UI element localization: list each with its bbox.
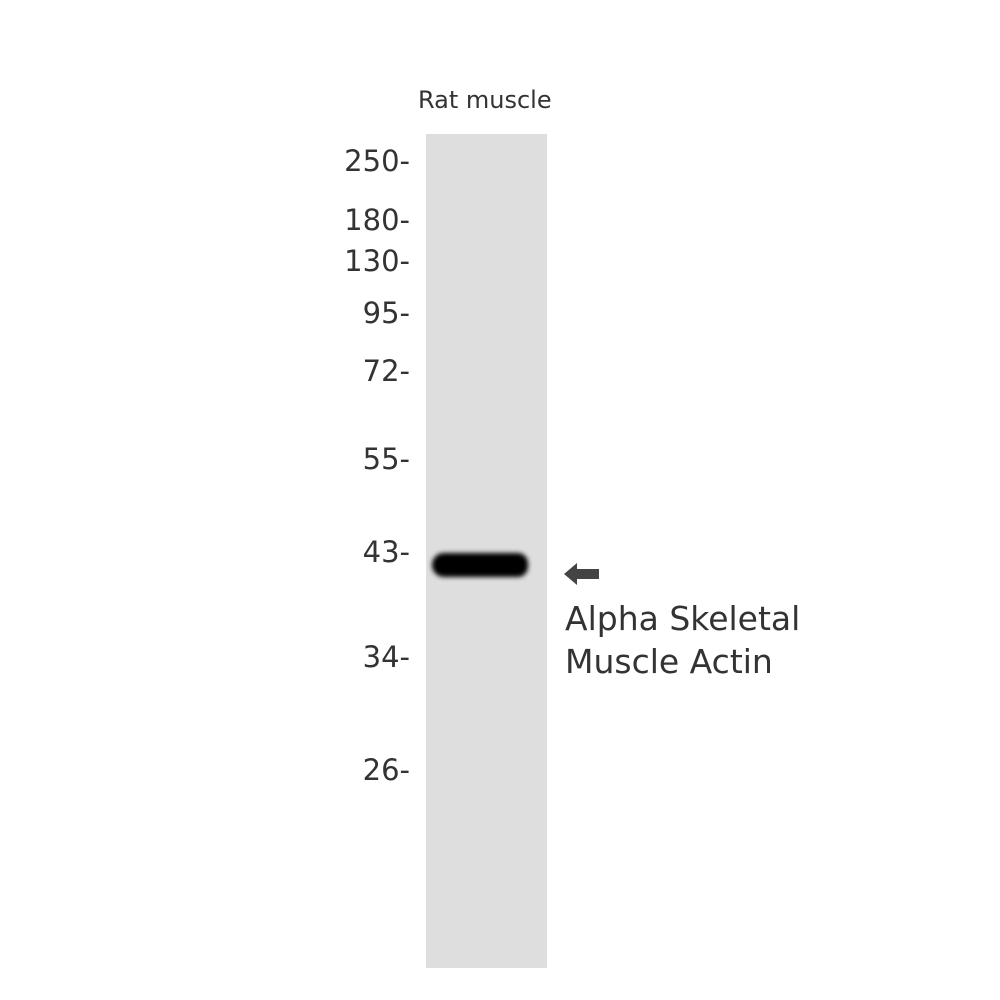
protein-band — [432, 553, 528, 577]
mw-marker: 72- — [362, 354, 410, 388]
blot-lane — [426, 134, 547, 968]
mw-marker: 34- — [362, 640, 410, 674]
target-line-2: Muscle Actin — [565, 642, 773, 681]
mw-marker: 55- — [362, 442, 410, 476]
mw-marker: 95- — [362, 296, 410, 330]
mw-marker: 250- — [344, 144, 410, 178]
mw-marker: 180- — [344, 203, 410, 237]
mw-marker: 130- — [344, 244, 410, 278]
lane-label: Rat muscle — [418, 86, 552, 114]
arrow-left-icon — [564, 563, 599, 585]
mw-marker: 43- — [362, 535, 410, 569]
mw-marker: 26- — [362, 753, 410, 787]
target-label: Alpha Skeletal Muscle Actin — [565, 597, 800, 683]
target-line-1: Alpha Skeletal — [565, 599, 801, 638]
